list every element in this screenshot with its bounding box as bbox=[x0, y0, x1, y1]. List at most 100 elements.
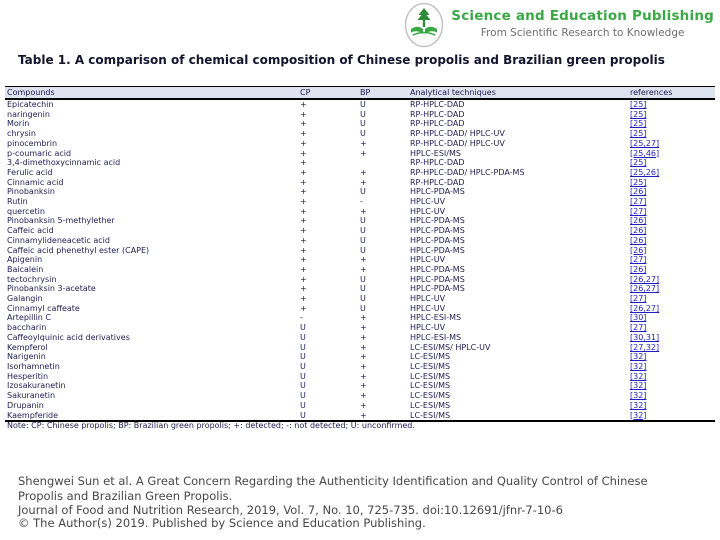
reference-link[interactable]: [25] bbox=[630, 158, 647, 168]
bp-cell: + bbox=[360, 323, 367, 333]
compound-cell: Apigenin bbox=[7, 255, 43, 265]
reference-link[interactable]: [27,32] bbox=[630, 342, 660, 352]
bp-cell: U bbox=[360, 245, 366, 255]
reference-link[interactable]: [32] bbox=[630, 381, 647, 391]
bp-cell: + bbox=[360, 381, 367, 391]
reference-link[interactable]: [26] bbox=[630, 245, 647, 255]
reference-link[interactable]: [27] bbox=[630, 323, 647, 333]
reference-link[interactable]: [25,26] bbox=[630, 167, 660, 177]
cp-cell: - bbox=[300, 313, 303, 323]
compound-cell: Rutin bbox=[7, 197, 28, 207]
reference-link[interactable]: [25] bbox=[630, 119, 647, 129]
reference-link[interactable]: [32] bbox=[630, 400, 647, 410]
header-analytical-techniques: Analytical techniques bbox=[410, 88, 496, 97]
table-row: Apigenin + + HPLC-UV [27] bbox=[5, 255, 715, 265]
table-row: Cinnamylideneacetic acid + U HPLC-PDA-MS [26… bbox=[5, 236, 715, 246]
reference-link[interactable]: [27] bbox=[630, 197, 647, 207]
bp-cell: U bbox=[360, 294, 366, 304]
technique-cell: HPLC-UV bbox=[410, 294, 446, 304]
reference-cell: [26,27] bbox=[628, 275, 715, 285]
reference-cell: [26] bbox=[628, 265, 715, 275]
reference-link[interactable]: [32] bbox=[630, 361, 647, 371]
compound-cell: Galangin bbox=[7, 294, 43, 304]
compound-cell: quercetin bbox=[7, 206, 45, 216]
reference-cell: [26,27] bbox=[628, 304, 715, 314]
reference-link[interactable]: [30,31] bbox=[630, 332, 660, 342]
compound-cell: Caffeic acid phenethyl ester (CAPE) bbox=[7, 245, 150, 255]
reference-link[interactable]: [26,27] bbox=[630, 274, 660, 284]
cp-cell: + bbox=[300, 235, 307, 245]
table-row: tectochrysin + U HPLC-PDA-MS [26,27] bbox=[5, 275, 715, 285]
reference-link[interactable]: [25] bbox=[630, 100, 647, 109]
bp-cell: + bbox=[360, 264, 367, 274]
reference-cell: [32] bbox=[628, 352, 715, 362]
reference-link[interactable]: [27] bbox=[630, 294, 647, 304]
reference-link[interactable]: [27] bbox=[630, 206, 647, 216]
reference-cell: [32] bbox=[628, 411, 715, 422]
reference-cell: [25] bbox=[628, 119, 715, 129]
cp-cell: + bbox=[300, 167, 307, 177]
bp-cell: + bbox=[360, 332, 367, 342]
reference-link[interactable]: [27] bbox=[630, 255, 647, 265]
compound-cell: Caffeoylquinic acid derivatives bbox=[7, 332, 130, 342]
reference-link[interactable]: [26] bbox=[630, 264, 647, 274]
table-row: p-coumaric acid + + HPLC-ESI/MS [25,46] bbox=[5, 149, 715, 159]
reference-cell: [32] bbox=[628, 391, 715, 401]
reference-link[interactable]: [30] bbox=[630, 313, 647, 323]
technique-cell: HPLC-UV bbox=[410, 197, 446, 207]
reference-link[interactable]: [25] bbox=[630, 109, 647, 119]
reference-link[interactable]: [32] bbox=[630, 391, 647, 401]
publisher-tagline: From Scientific Research to Knowledge bbox=[480, 27, 685, 39]
table-row: Caffeoylquinic acid derivatives U + HPLC-ES… bbox=[5, 333, 715, 343]
bp-cell bbox=[358, 158, 408, 168]
reference-cell: [26] bbox=[628, 216, 715, 226]
reference-cell: [30] bbox=[628, 313, 715, 323]
compound-cell: Izosakuranetin bbox=[7, 381, 66, 391]
reference-link[interactable]: [26] bbox=[630, 216, 647, 226]
compound-cell: Cinnamylideneacetic acid bbox=[7, 235, 110, 245]
table-row: Kempferol U + LC-ESI/MS/ HPLC-UV [27,32] bbox=[5, 343, 715, 353]
table-header-row: Compounds CP BP Analytical techniques re… bbox=[5, 86, 715, 99]
reference-link[interactable]: [26,27] bbox=[630, 284, 660, 294]
reference-link[interactable]: [26] bbox=[630, 226, 647, 236]
technique-cell: RP-HPLC-DAD/ HPLC-UV bbox=[410, 138, 505, 148]
compound-cell: Kempferol bbox=[7, 342, 48, 352]
technique-cell: HPLC-UV bbox=[410, 303, 446, 313]
cp-cell: + bbox=[300, 264, 307, 274]
compound-cell: pinocembrin bbox=[7, 138, 58, 148]
bp-cell: + bbox=[360, 400, 367, 410]
table-row: Narigenin U + LC-ESI/MS [32] bbox=[5, 352, 715, 362]
compound-cell: Caffeic acid bbox=[7, 226, 54, 236]
bp-cell: + bbox=[360, 313, 367, 323]
cp-cell: + bbox=[300, 216, 307, 226]
reference-link[interactable]: [25,46] bbox=[630, 148, 660, 158]
technique-cell: LC-ESI/MS bbox=[410, 381, 451, 391]
reference-cell: [26] bbox=[628, 187, 715, 197]
table-row: naringenin + U RP-HPLC-DAD [25] bbox=[5, 110, 715, 120]
reference-cell: [26] bbox=[628, 246, 715, 256]
technique-cell: RP-HPLC-DAD bbox=[410, 158, 465, 168]
bp-cell: U bbox=[360, 284, 366, 294]
reference-link[interactable]: [32] bbox=[630, 371, 647, 381]
table-row: Cinnamic acid + + RP-HPLC-DAD [25] bbox=[5, 178, 715, 188]
technique-cell: HPLC-PDA-MS bbox=[410, 284, 465, 294]
reference-cell: [25] bbox=[628, 110, 715, 120]
bp-cell: + bbox=[360, 167, 367, 177]
technique-cell: HPLC-PDA-MS bbox=[410, 264, 465, 274]
bp-cell: U bbox=[360, 235, 366, 245]
header-references: references bbox=[630, 88, 673, 97]
technique-cell: HPLC-PDA-MS bbox=[410, 235, 465, 245]
reference-link[interactable]: [26,27] bbox=[630, 303, 660, 313]
reference-link[interactable]: [25] bbox=[630, 129, 647, 139]
reference-link[interactable]: [25] bbox=[630, 177, 647, 187]
reference-link[interactable]: [25,27] bbox=[630, 138, 660, 148]
reference-link[interactable]: [32] bbox=[630, 352, 647, 362]
reference-link[interactable]: [32] bbox=[630, 410, 647, 420]
table-row: pinocembrin + + RP-HPLC-DAD/ HPLC-UV [25,27] bbox=[5, 139, 715, 149]
table-row: Ferulic acid + + RP-HPLC-DAD/ HPLC-PDA-MS [2… bbox=[5, 168, 715, 178]
reference-link[interactable]: [26] bbox=[630, 187, 647, 197]
table-row: Izosakuranetin U + LC-ESI/MS [32] bbox=[5, 381, 715, 391]
reference-link[interactable]: [26] bbox=[630, 235, 647, 245]
technique-cell: RP-HPLC-DAD bbox=[410, 177, 465, 187]
reference-cell: [25,27] bbox=[628, 139, 715, 149]
